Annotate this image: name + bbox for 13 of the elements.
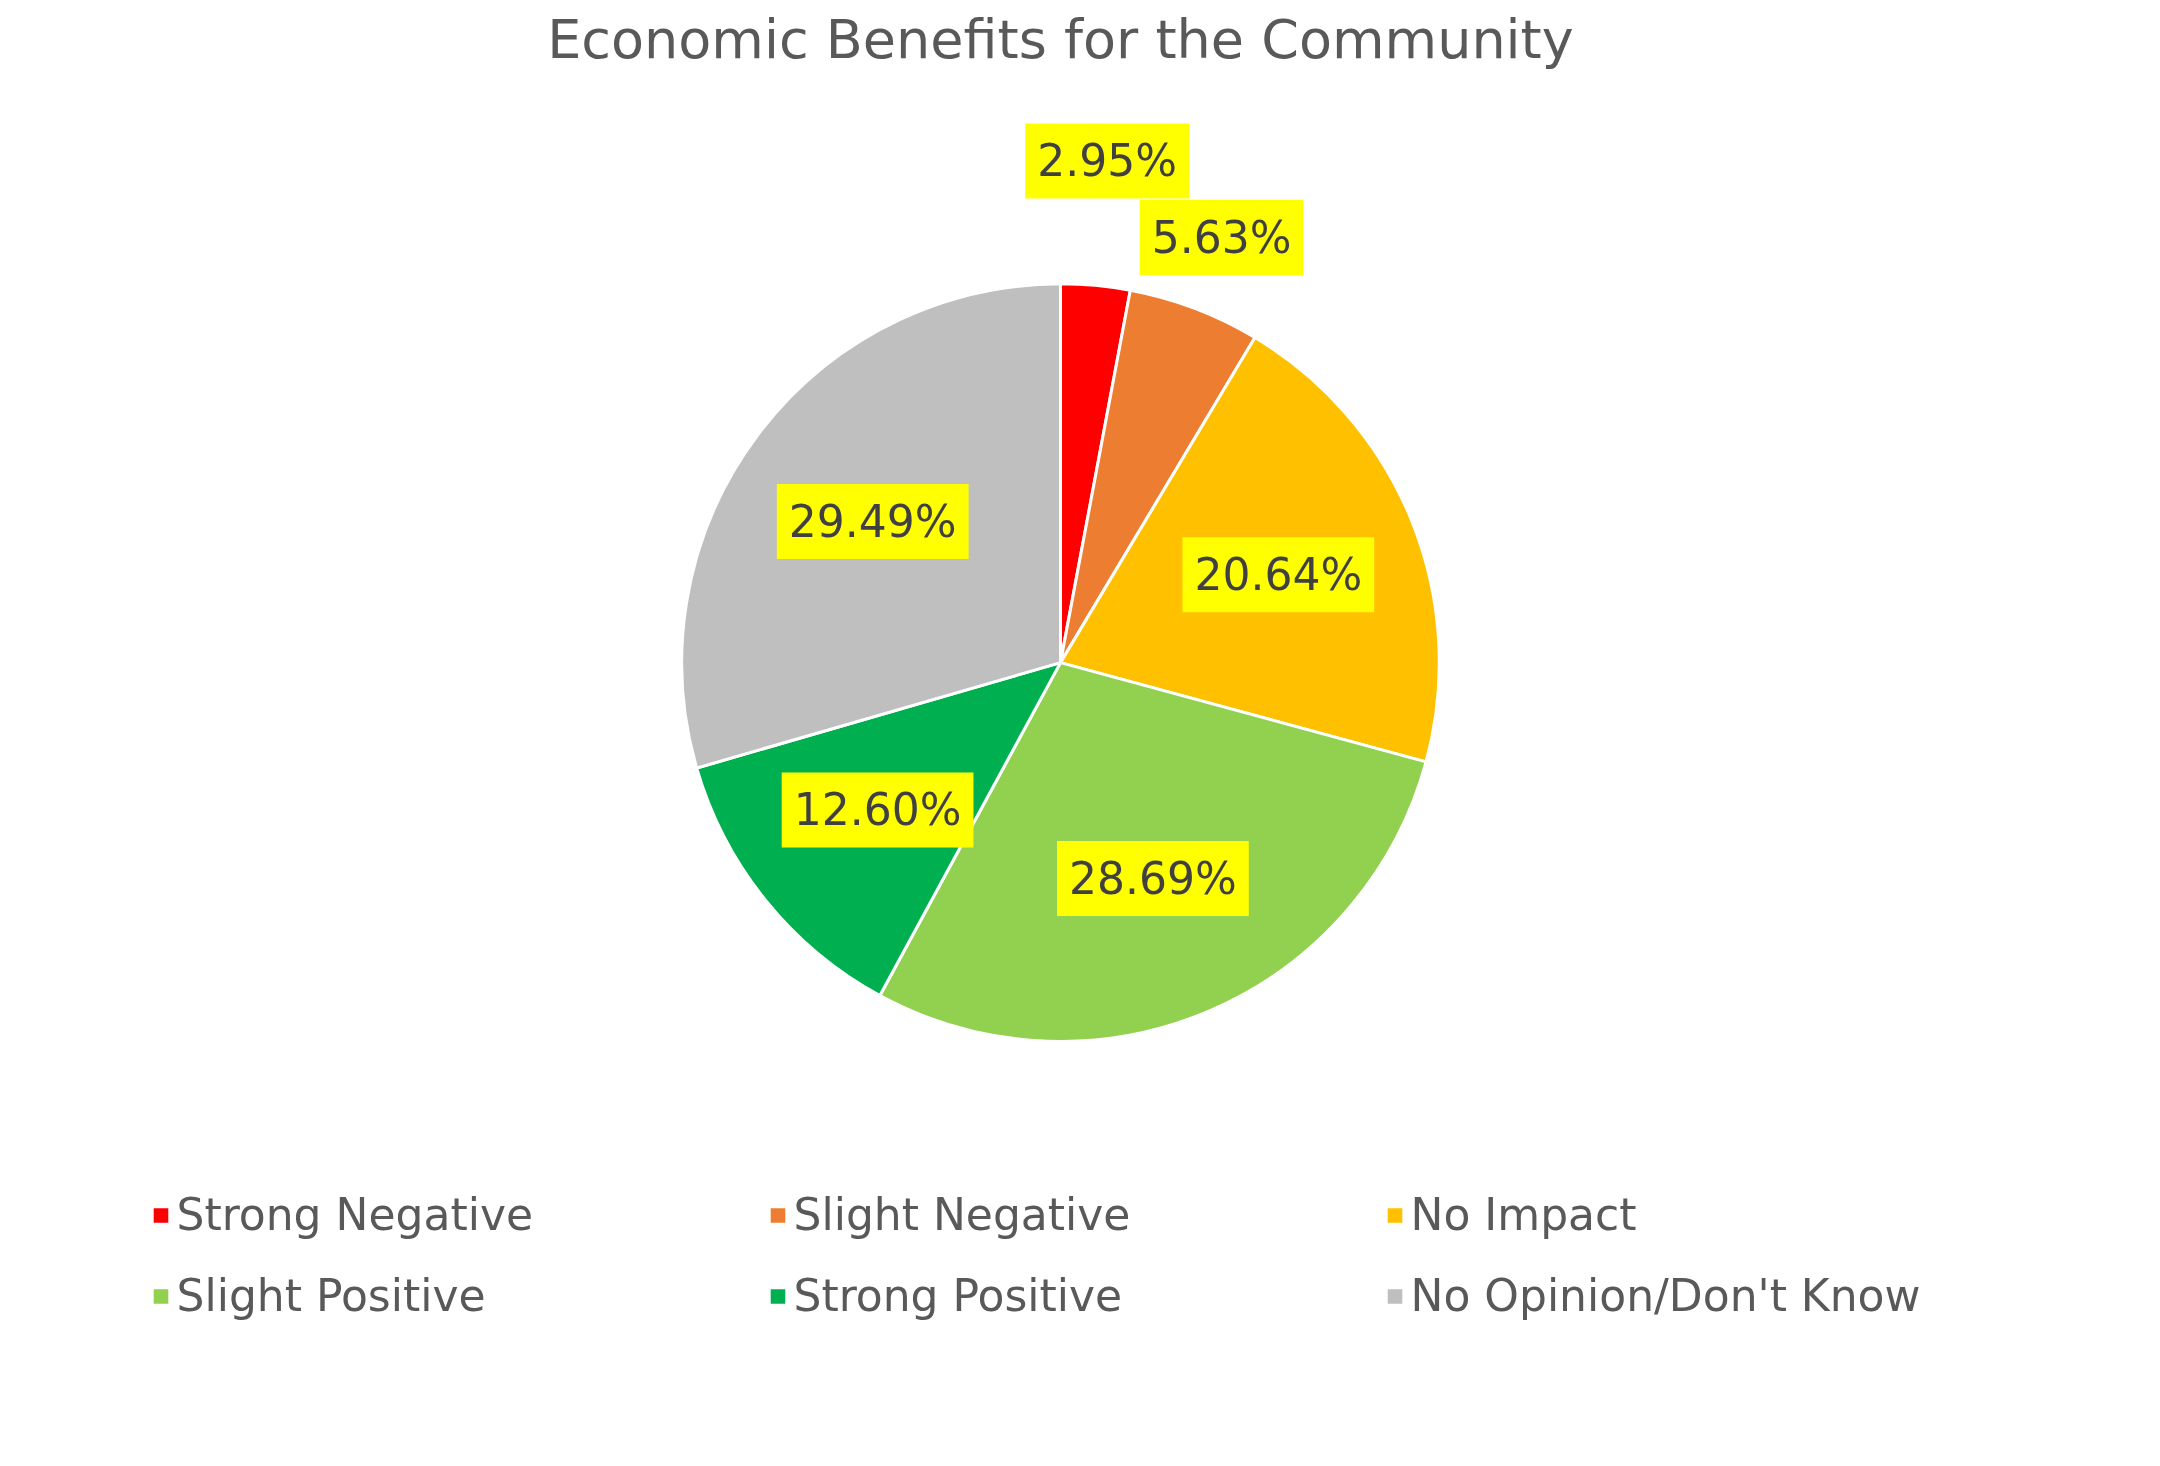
chart-title: Economic Benefits for the Community: [547, 7, 1574, 71]
legend-label: No Impact: [1410, 1189, 1638, 1240]
data-label: 2.95%: [1037, 135, 1178, 187]
legend-label: Slight Negative: [793, 1189, 1132, 1240]
data-label: 12.60%: [793, 784, 962, 836]
legend-label: Strong Negative: [176, 1189, 534, 1240]
legend-label: No Opinion/Don't Know: [1410, 1270, 1922, 1321]
data-label: 20.64%: [1194, 549, 1363, 601]
data-label: 29.49%: [788, 496, 957, 548]
legend-label: Strong Positive: [793, 1270, 1124, 1321]
data-label: 28.69%: [1069, 853, 1237, 905]
legend-label: Slight Positive: [176, 1270, 487, 1321]
data-label: 5.63%: [1151, 212, 1292, 264]
